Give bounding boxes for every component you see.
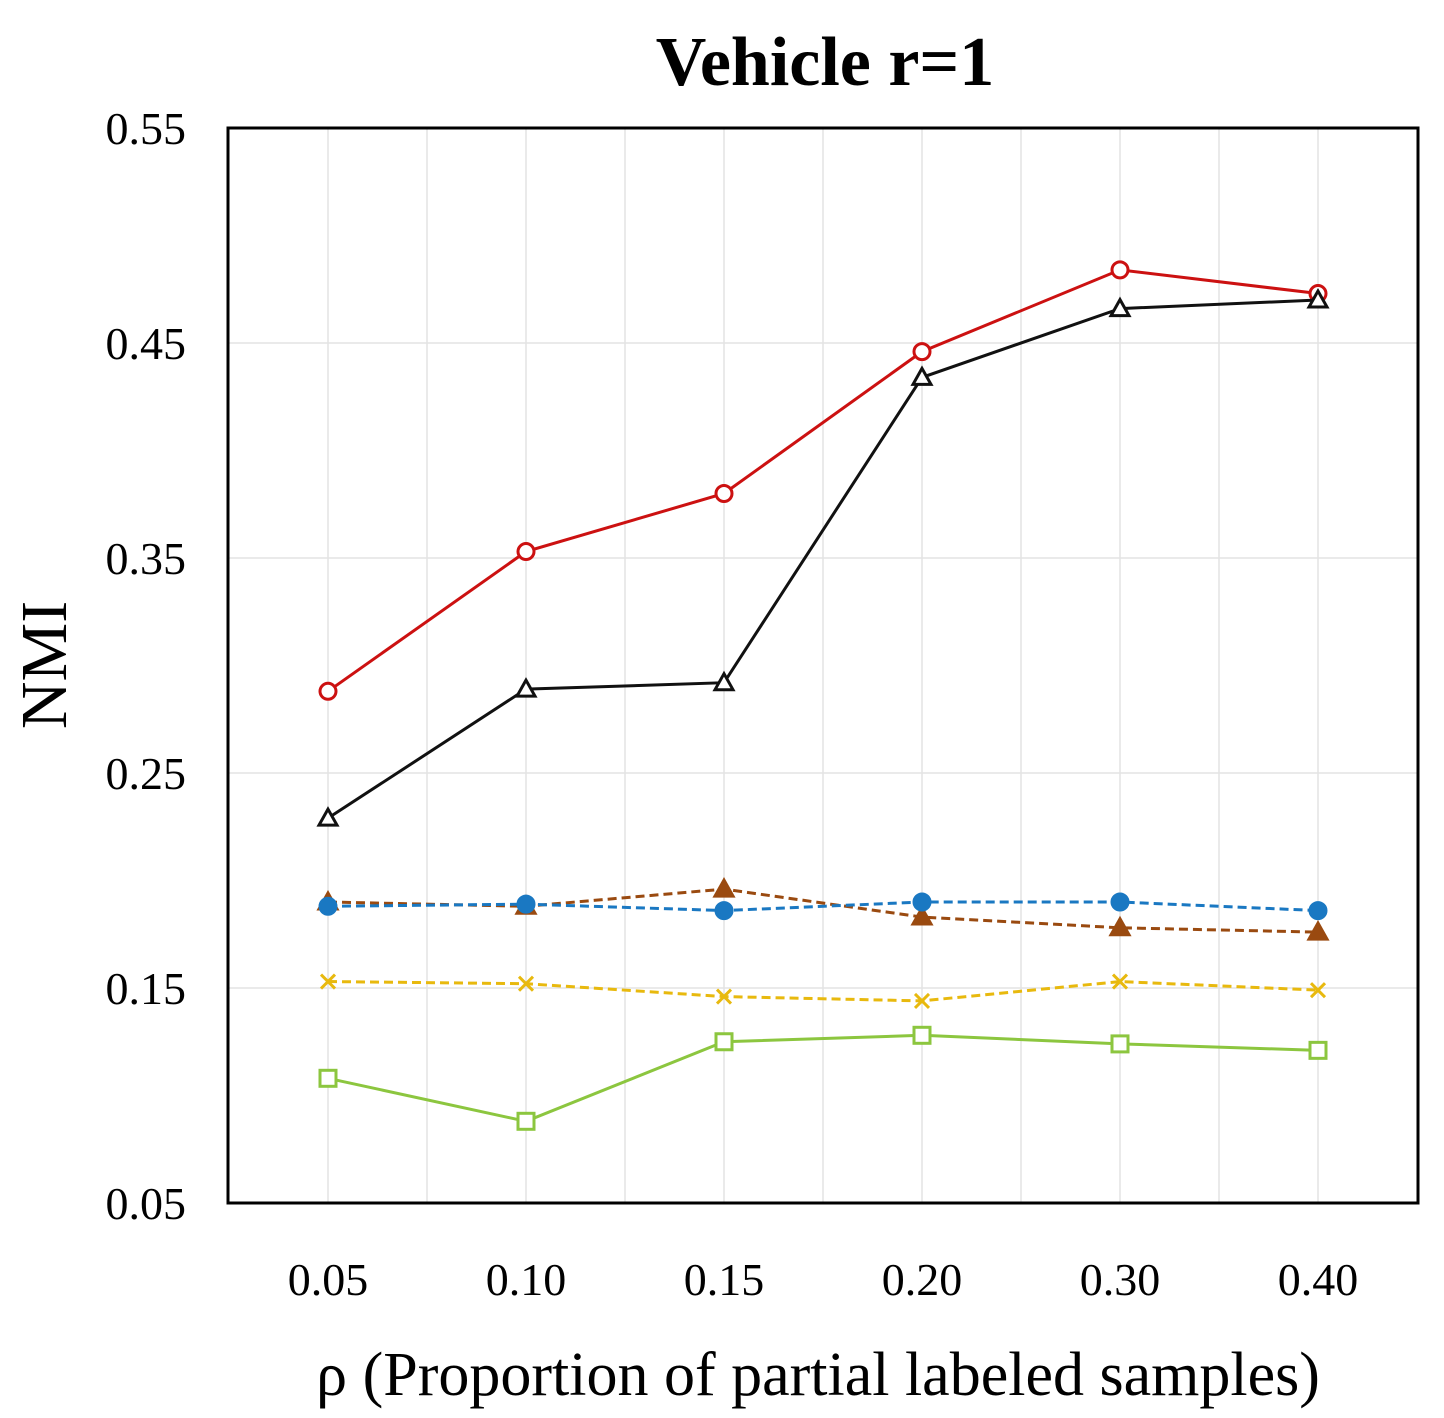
- data-point: [1306, 920, 1330, 941]
- data-point: [910, 904, 934, 926]
- y-tick-label: 0.15: [106, 963, 187, 1014]
- data-point: [516, 542, 536, 562]
- y-tick-labels: 0.05 0.15 0.25 0.35 0.45 0.55: [106, 103, 187, 1229]
- data-point: [1308, 1040, 1328, 1060]
- data-point: [1111, 973, 1129, 990]
- data-point: [516, 1111, 536, 1131]
- data-point: [516, 894, 536, 914]
- series-line: [327, 900, 1319, 913]
- y-tick-label: 0.45: [106, 318, 187, 369]
- data-point: [318, 1068, 338, 1088]
- y-tick-label: 0.25: [106, 748, 187, 799]
- x-tick-label: 0.10: [486, 1254, 567, 1305]
- series-black-triangle: [316, 287, 1330, 827]
- series-layer: [316, 260, 1330, 1131]
- data-point: [318, 896, 338, 916]
- data-point: [912, 1025, 932, 1045]
- chart-title: Vehicle r=1: [656, 24, 995, 101]
- data-point: [912, 342, 932, 362]
- data-point: [1108, 915, 1132, 937]
- data-point: [715, 988, 733, 1005]
- data-point: [1110, 1034, 1130, 1054]
- series-line: [327, 298, 1319, 820]
- x-tick-label: 0.40: [1278, 1254, 1359, 1305]
- data-point: [319, 973, 337, 990]
- data-point: [1110, 892, 1130, 912]
- series-yellow-x: [319, 973, 1327, 1009]
- x-axis-label: ρ (Proportion of partial labeled samples…: [316, 1341, 1320, 1409]
- data-point: [1308, 901, 1328, 921]
- data-point: [912, 892, 932, 912]
- data-point: [318, 681, 338, 701]
- plot-frame: [226, 126, 1420, 1205]
- data-point: [714, 484, 734, 503]
- x-tick-labels: 0.05 0.10 0.15 0.20 0.30 0.40: [288, 1254, 1359, 1305]
- x-tick-label: 0.15: [684, 1254, 765, 1305]
- series-blue-circle: [318, 892, 1328, 921]
- series-green-square: [318, 1025, 1328, 1131]
- x-tick-label: 0.30: [1080, 1254, 1161, 1305]
- x-tick-label: 0.05: [288, 1254, 369, 1305]
- series-red-circle: [318, 260, 1328, 701]
- data-point: [714, 901, 734, 921]
- data-point: [1306, 287, 1330, 309]
- gridlines: [228, 127, 1418, 1204]
- series-line: [327, 887, 1319, 934]
- data-point: [517, 975, 535, 992]
- data-point: [1110, 260, 1130, 280]
- x-tick-label: 0.20: [882, 1254, 963, 1305]
- series-line: [327, 1033, 1319, 1123]
- data-point: [1108, 296, 1132, 318]
- data-point: [712, 877, 736, 898]
- data-point: [316, 806, 340, 827]
- y-tick-label: 0.05: [106, 1178, 187, 1229]
- data-point: [714, 1032, 734, 1052]
- data-point: [910, 365, 934, 386]
- y-tick-label: 0.55: [106, 103, 187, 154]
- data-point: [913, 992, 931, 1009]
- data-point: [1309, 982, 1327, 999]
- data-point: [514, 677, 538, 698]
- series-line: [327, 980, 1319, 1003]
- y-tick-label: 0.35: [106, 533, 187, 584]
- data-point: [712, 670, 736, 692]
- y-axis-label: NMI: [8, 601, 81, 729]
- series-line: [327, 268, 1319, 693]
